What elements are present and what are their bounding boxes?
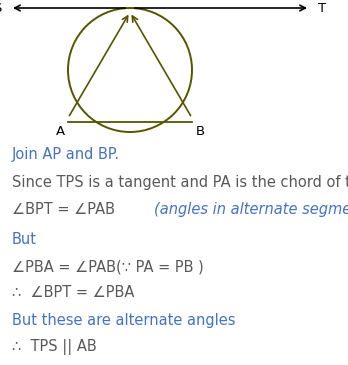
- Text: (angles in alternate segments): (angles in alternate segments): [154, 202, 348, 217]
- Text: ∠BPT = ∠PAB: ∠BPT = ∠PAB: [12, 202, 124, 217]
- Text: B: B: [196, 125, 205, 138]
- Text: Join AP and BP.: Join AP and BP.: [12, 147, 120, 162]
- Text: ∴  ∠BPT = ∠PBA: ∴ ∠BPT = ∠PBA: [12, 285, 134, 300]
- Text: But these are alternate angles: But these are alternate angles: [12, 312, 236, 328]
- Text: P: P: [126, 0, 134, 1]
- Text: ∴  TPS || AB: ∴ TPS || AB: [12, 339, 97, 356]
- Text: ∠PBA = ∠PAB(∵ PA = PB ): ∠PBA = ∠PAB(∵ PA = PB ): [12, 259, 204, 274]
- Text: A: A: [55, 125, 65, 138]
- Text: But: But: [12, 232, 37, 247]
- Text: Since TPS is a tangent and PA is the chord of the circle.: Since TPS is a tangent and PA is the cho…: [12, 175, 348, 190]
- Text: S: S: [0, 1, 2, 15]
- Text: T: T: [318, 1, 326, 15]
